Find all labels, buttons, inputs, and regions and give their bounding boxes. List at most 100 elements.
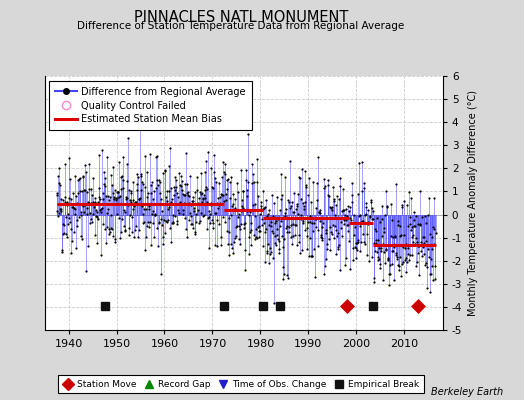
Point xyxy=(58,249,66,255)
Point xyxy=(290,209,298,216)
Point xyxy=(411,241,419,247)
Point xyxy=(90,204,99,210)
Point xyxy=(113,189,121,196)
Point xyxy=(257,203,265,210)
Point xyxy=(87,186,95,192)
Point xyxy=(378,233,386,239)
Point xyxy=(246,229,255,236)
Point xyxy=(180,192,189,198)
Point xyxy=(385,270,394,277)
Point xyxy=(367,197,375,204)
Point xyxy=(185,193,193,199)
Point xyxy=(97,147,106,154)
Point xyxy=(174,201,183,207)
Point xyxy=(85,161,94,167)
Point xyxy=(96,252,105,258)
Point xyxy=(325,236,333,242)
Point xyxy=(80,187,89,193)
Point xyxy=(144,218,152,225)
Point xyxy=(54,210,63,216)
Point xyxy=(173,190,182,196)
Point xyxy=(234,214,243,220)
Point xyxy=(76,175,84,182)
Point xyxy=(124,187,133,194)
Point xyxy=(238,205,247,212)
Point xyxy=(149,208,157,214)
Point xyxy=(381,212,389,218)
Point xyxy=(392,252,400,258)
Point xyxy=(265,260,274,267)
Point xyxy=(395,267,403,273)
Point xyxy=(355,222,364,229)
Point xyxy=(136,115,145,121)
Point xyxy=(124,202,132,208)
Point xyxy=(323,177,332,183)
Point xyxy=(132,223,140,230)
Point xyxy=(404,222,412,229)
Point xyxy=(224,176,232,182)
Point xyxy=(97,205,105,212)
Point xyxy=(146,182,155,188)
Point xyxy=(299,219,307,226)
Point xyxy=(277,218,285,224)
Point xyxy=(396,253,404,260)
Point xyxy=(68,238,76,244)
Point xyxy=(172,221,181,228)
Point xyxy=(118,184,127,191)
Point xyxy=(364,219,372,226)
Point xyxy=(314,243,322,249)
Point xyxy=(342,206,350,212)
Point xyxy=(304,219,312,226)
Point xyxy=(105,196,113,203)
Point xyxy=(309,178,318,185)
Point xyxy=(104,231,113,238)
Point xyxy=(359,218,367,224)
Point xyxy=(161,230,169,236)
Point xyxy=(72,193,80,200)
Point xyxy=(383,204,391,210)
Point xyxy=(337,225,345,231)
Point xyxy=(59,230,67,237)
Point xyxy=(272,226,281,233)
Point xyxy=(175,210,183,216)
Point xyxy=(350,212,358,218)
Point xyxy=(302,184,310,190)
Point xyxy=(269,230,278,236)
Point xyxy=(165,163,173,170)
Point xyxy=(123,178,131,184)
Point xyxy=(134,234,143,240)
Point xyxy=(110,194,118,200)
Point xyxy=(184,189,192,195)
Point xyxy=(146,150,155,157)
Point xyxy=(313,226,322,233)
Point xyxy=(431,230,440,236)
Point xyxy=(58,247,67,253)
Point xyxy=(101,226,109,232)
Point xyxy=(61,194,70,200)
Legend: Difference from Regional Average, Quality Control Failed, Estimated Station Mean: Difference from Regional Average, Qualit… xyxy=(49,81,252,130)
Point xyxy=(310,215,319,221)
Point xyxy=(237,221,246,228)
Point xyxy=(334,243,342,250)
Point xyxy=(161,194,170,200)
Point xyxy=(231,196,239,202)
Point xyxy=(412,263,421,269)
Point xyxy=(113,210,122,217)
Point xyxy=(80,209,89,215)
Point xyxy=(191,229,199,236)
Point xyxy=(286,158,294,164)
Point xyxy=(126,212,134,218)
Point xyxy=(299,200,308,207)
Point xyxy=(386,241,395,248)
Point xyxy=(89,198,97,205)
Point xyxy=(82,189,91,195)
Point xyxy=(87,200,95,207)
Point xyxy=(192,219,200,225)
Point xyxy=(326,205,335,212)
Point xyxy=(237,208,245,214)
Point xyxy=(402,202,411,208)
Point xyxy=(260,220,268,226)
Point xyxy=(160,200,168,207)
Point xyxy=(296,175,304,181)
Point xyxy=(64,215,73,221)
